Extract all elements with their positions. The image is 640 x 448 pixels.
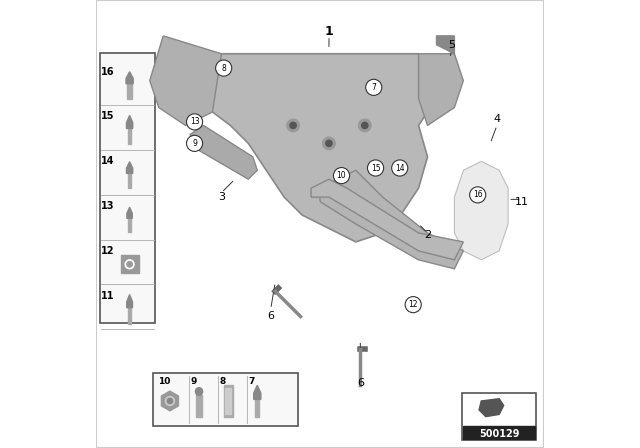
Ellipse shape xyxy=(195,388,203,396)
Bar xyxy=(128,215,131,232)
Circle shape xyxy=(365,79,382,95)
Text: 8: 8 xyxy=(220,377,226,386)
Circle shape xyxy=(166,396,174,405)
Text: 3: 3 xyxy=(218,192,225,202)
Text: 13: 13 xyxy=(101,201,115,211)
FancyBboxPatch shape xyxy=(100,53,155,323)
Circle shape xyxy=(362,122,368,129)
Text: 15: 15 xyxy=(371,164,380,172)
Circle shape xyxy=(127,262,132,267)
Text: 13: 13 xyxy=(189,117,200,126)
Circle shape xyxy=(167,398,173,404)
Text: 7: 7 xyxy=(371,83,376,92)
Circle shape xyxy=(358,119,371,132)
Circle shape xyxy=(405,297,421,313)
Text: 12: 12 xyxy=(101,246,115,256)
Polygon shape xyxy=(161,391,179,411)
Circle shape xyxy=(287,119,300,132)
Circle shape xyxy=(216,60,232,76)
Bar xyxy=(128,303,131,323)
Circle shape xyxy=(392,160,408,176)
PathPatch shape xyxy=(190,125,257,179)
Text: 9: 9 xyxy=(191,377,197,386)
PathPatch shape xyxy=(320,170,463,269)
Text: 11: 11 xyxy=(515,197,529,207)
Text: 6: 6 xyxy=(357,378,364,388)
PathPatch shape xyxy=(311,179,463,260)
Text: 10: 10 xyxy=(337,171,346,180)
Text: 16: 16 xyxy=(101,67,115,77)
Text: 10: 10 xyxy=(158,377,171,386)
FancyBboxPatch shape xyxy=(154,373,298,426)
FancyBboxPatch shape xyxy=(463,393,536,440)
Circle shape xyxy=(186,135,203,151)
Circle shape xyxy=(470,187,486,203)
Text: 14: 14 xyxy=(395,164,404,172)
Bar xyxy=(255,395,259,417)
Text: 12: 12 xyxy=(408,300,418,309)
Bar xyxy=(127,80,132,99)
PathPatch shape xyxy=(150,36,221,125)
Bar xyxy=(225,388,231,414)
Text: 9: 9 xyxy=(192,139,197,148)
Polygon shape xyxy=(253,385,261,400)
PathPatch shape xyxy=(204,54,436,242)
Bar xyxy=(128,169,131,188)
Text: 16: 16 xyxy=(473,190,483,199)
Text: 5: 5 xyxy=(449,40,456,50)
Text: 4: 4 xyxy=(493,114,500,124)
Text: 6: 6 xyxy=(268,311,274,321)
Polygon shape xyxy=(127,162,132,173)
Bar xyxy=(128,124,131,145)
Text: 1: 1 xyxy=(324,25,333,38)
Circle shape xyxy=(125,260,134,269)
Polygon shape xyxy=(127,207,132,218)
Polygon shape xyxy=(436,36,454,54)
Polygon shape xyxy=(121,255,139,273)
Polygon shape xyxy=(127,295,132,308)
Circle shape xyxy=(326,140,332,146)
Text: 7: 7 xyxy=(249,377,255,386)
Text: 15: 15 xyxy=(101,112,115,121)
Text: 14: 14 xyxy=(101,156,115,166)
Bar xyxy=(196,395,202,417)
PathPatch shape xyxy=(454,161,508,260)
Text: 11: 11 xyxy=(101,291,115,301)
Polygon shape xyxy=(126,72,133,84)
Text: 2: 2 xyxy=(424,230,431,240)
Text: 500129: 500129 xyxy=(479,429,520,439)
Circle shape xyxy=(333,168,349,184)
Bar xyxy=(463,426,535,439)
Bar xyxy=(224,385,233,417)
Circle shape xyxy=(323,137,335,150)
Polygon shape xyxy=(479,399,504,417)
Text: 8: 8 xyxy=(221,64,226,73)
Circle shape xyxy=(367,160,383,176)
Circle shape xyxy=(186,114,203,130)
Circle shape xyxy=(290,122,296,129)
Polygon shape xyxy=(127,116,132,129)
PathPatch shape xyxy=(419,54,463,125)
